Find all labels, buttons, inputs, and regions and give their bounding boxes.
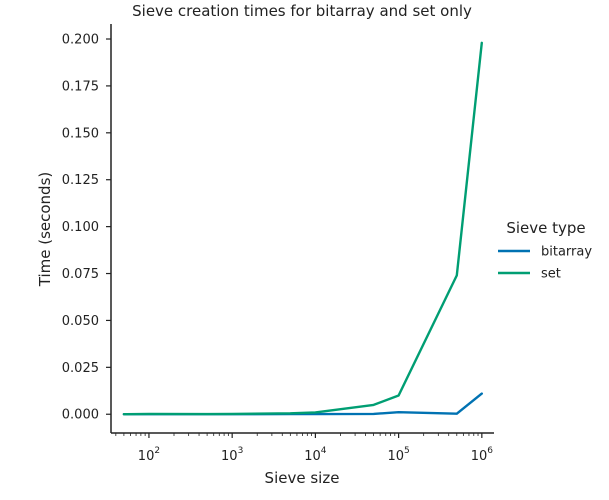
- y-tick-label: 0.150: [62, 126, 99, 141]
- legend-label-set: set: [541, 267, 561, 282]
- y-axis-label: Time (seconds): [36, 172, 54, 288]
- chart-title: Sieve creation times for bitarray and se…: [132, 2, 472, 20]
- y-tick-label: 0.075: [62, 267, 99, 282]
- series-lines: [122, 41, 483, 416]
- x-tick-label: 102: [138, 446, 160, 464]
- y-tick-label: 0.175: [62, 79, 99, 94]
- x-tick-label: 105: [387, 446, 409, 464]
- y-tick-label: 0.100: [62, 220, 99, 235]
- series-line-set: [122, 41, 483, 416]
- series-line-bitarray: [122, 392, 483, 416]
- legend-items: bitarray set: [498, 245, 592, 282]
- y-axis-ticks: 0.000 0.025 0.050 0.075 0.100 0.125 0.150 0.175…: [62, 33, 111, 423]
- y-tick-label: 0.000: [62, 408, 99, 423]
- x-tick-label: 103: [221, 446, 243, 464]
- y-tick-label: 0.050: [62, 314, 99, 329]
- legend-title: Sieve type: [506, 219, 585, 237]
- x-tick-label: 106: [471, 446, 494, 464]
- x-tick-label: 104: [304, 446, 327, 464]
- x-axis-ticks: 102 103 104 105 106: [115, 433, 494, 464]
- legend-label-bitarray: bitarray: [541, 245, 592, 260]
- y-tick-label: 0.200: [62, 33, 99, 48]
- legend: Sieve type bitarray set: [498, 219, 592, 282]
- x-axis-label: Sieve size: [265, 469, 340, 487]
- y-tick-label: 0.125: [62, 173, 99, 188]
- y-tick-label: 0.025: [62, 361, 99, 376]
